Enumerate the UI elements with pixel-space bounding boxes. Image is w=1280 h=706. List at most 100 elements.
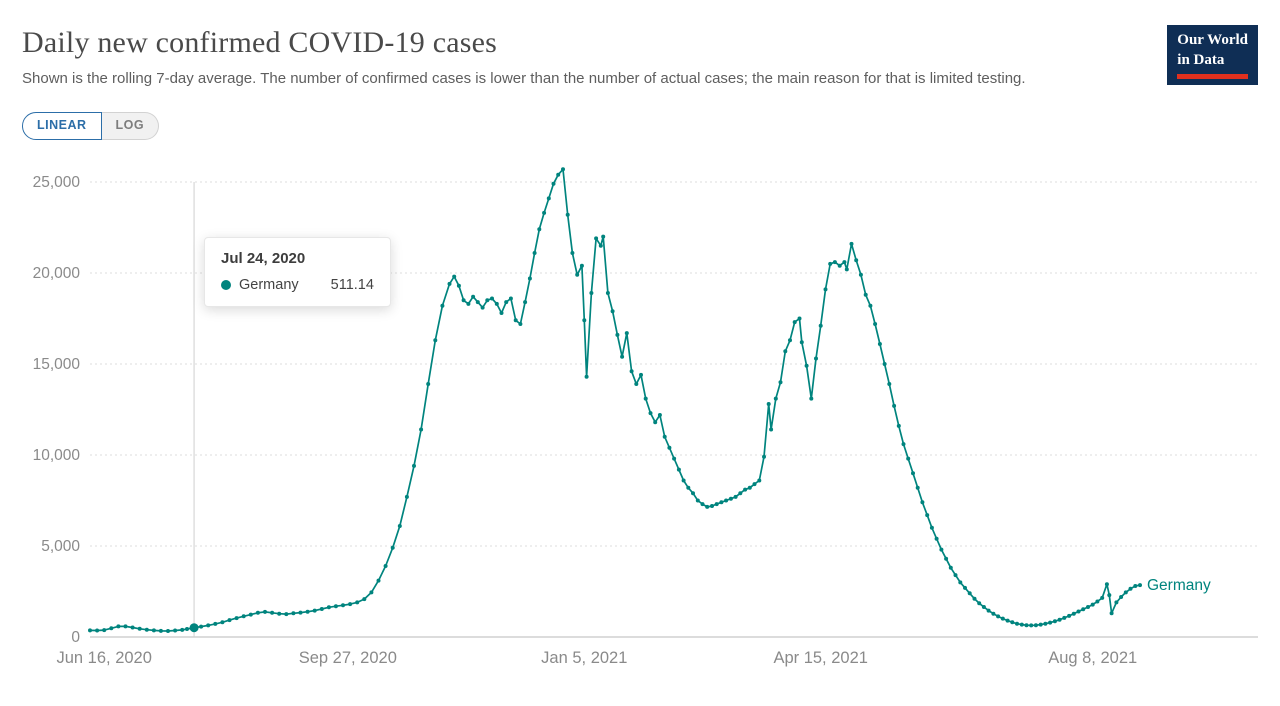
data-point-marker [206, 623, 211, 628]
data-point-marker [130, 625, 135, 630]
data-point-marker [1119, 595, 1124, 599]
data-point-marker [1029, 623, 1034, 628]
data-point-marker [1019, 622, 1024, 627]
data-point-marker [494, 301, 499, 306]
data-point-marker [667, 445, 672, 450]
data-point-marker [1048, 620, 1053, 625]
data-point-marker [255, 610, 260, 615]
data-point-marker [981, 605, 986, 609]
data-point-marker [291, 611, 296, 616]
data-point-marker [144, 627, 149, 632]
data-point-marker [1138, 583, 1142, 588]
data-point-marker [1133, 584, 1138, 588]
data-point-marker [565, 212, 570, 217]
data-point-marker [849, 241, 854, 246]
data-point-marker [1095, 599, 1100, 604]
data-point-marker [397, 524, 402, 528]
data-point-marker [1100, 595, 1105, 600]
data-point-marker [882, 362, 887, 366]
data-point-marker [504, 300, 509, 305]
data-point-marker [783, 349, 788, 354]
data-point-marker [766, 402, 771, 406]
data-point-marker [948, 565, 953, 570]
data-point-marker [452, 274, 457, 279]
data-point-marker [804, 363, 809, 368]
data-point-marker [546, 196, 551, 201]
data-point-marker [823, 287, 828, 292]
data-point-marker [877, 342, 882, 346]
data-point-marker [1109, 611, 1114, 616]
data-point-marker [248, 612, 253, 617]
data-point-marker [896, 423, 901, 428]
data-point-marker [326, 605, 331, 610]
data-point-marker [681, 478, 686, 483]
data-point-marker [166, 629, 170, 633]
data-point-marker [95, 628, 100, 633]
data-point-marker [887, 382, 892, 386]
owid-logo-line2: in Data [1177, 51, 1225, 68]
data-point-marker [691, 491, 695, 496]
data-point-marker [1128, 586, 1133, 591]
data-point-marker [319, 607, 324, 611]
chart-subtitle: Shown is the rolling 7-day average. The … [22, 69, 1026, 87]
linear-scale-button[interactable]: LINEAR [22, 112, 102, 140]
data-point-marker [471, 294, 476, 299]
data-point-marker [648, 411, 653, 416]
data-point-marker [601, 234, 606, 239]
data-point-marker [769, 427, 774, 432]
data-point-marker [868, 303, 873, 308]
data-point-marker [151, 628, 156, 633]
data-point-marker [953, 573, 958, 578]
data-point-marker [1104, 582, 1109, 587]
data-point-marker [972, 596, 977, 601]
data-point-marker [447, 281, 452, 286]
data-point-marker [814, 356, 818, 361]
data-point-marker [743, 487, 748, 492]
data-point-marker [158, 628, 163, 633]
data-point-marker [757, 478, 762, 483]
chart-svg[interactable]: 0 5,000 10,000 15,000 20,000 25,000 Jun 16, 20… [0, 142, 1280, 672]
data-point-marker [605, 291, 610, 295]
data-point-marker [915, 485, 920, 490]
data-point-marker [305, 609, 310, 614]
data-point-marker [1086, 605, 1090, 609]
data-point-marker [355, 600, 360, 605]
data-point-marker [672, 456, 677, 461]
y-axis-label: 5,000 [41, 538, 80, 555]
data-point-marker [551, 181, 556, 186]
chart-header: Daily new confirmed COVID-19 cases Shown… [0, 0, 1280, 90]
data-point-marker [298, 610, 303, 615]
data-point-marker [1024, 623, 1029, 628]
data-point-marker [854, 258, 859, 263]
data-point-marker [832, 260, 837, 265]
data-point-marker [1067, 613, 1072, 618]
tooltip-series-name: Germany [239, 277, 299, 293]
data-point-marker [116, 624, 121, 629]
data-point-marker [123, 624, 128, 629]
data-point-marker [508, 296, 513, 301]
data-point-marker [1015, 621, 1019, 626]
data-point-marker [986, 608, 991, 613]
tooltip: Jul 24, 2020 Germany 511.14 [204, 237, 391, 307]
data-point-marker [527, 276, 532, 281]
data-point-marker [213, 621, 218, 626]
data-point-marker [620, 354, 625, 359]
owid-logo[interactable]: Our World in Data [1167, 25, 1258, 85]
data-point-marker [1107, 593, 1112, 598]
data-point-marker [1114, 600, 1119, 605]
data-point-marker [348, 602, 353, 607]
data-point-marker [958, 580, 963, 585]
data-point-marker [991, 611, 996, 616]
data-point-marker [461, 298, 466, 303]
data-point-marker [241, 614, 246, 619]
data-point-marker [863, 292, 868, 297]
data-point-marker [797, 316, 802, 321]
log-scale-button[interactable]: LOG [101, 112, 160, 140]
data-point-marker [934, 536, 939, 541]
data-point-marker [485, 298, 490, 303]
data-point-marker [341, 603, 345, 608]
data-point-marker [1123, 590, 1128, 595]
y-axis-label: 0 [71, 629, 80, 646]
data-point-marker [499, 311, 504, 315]
